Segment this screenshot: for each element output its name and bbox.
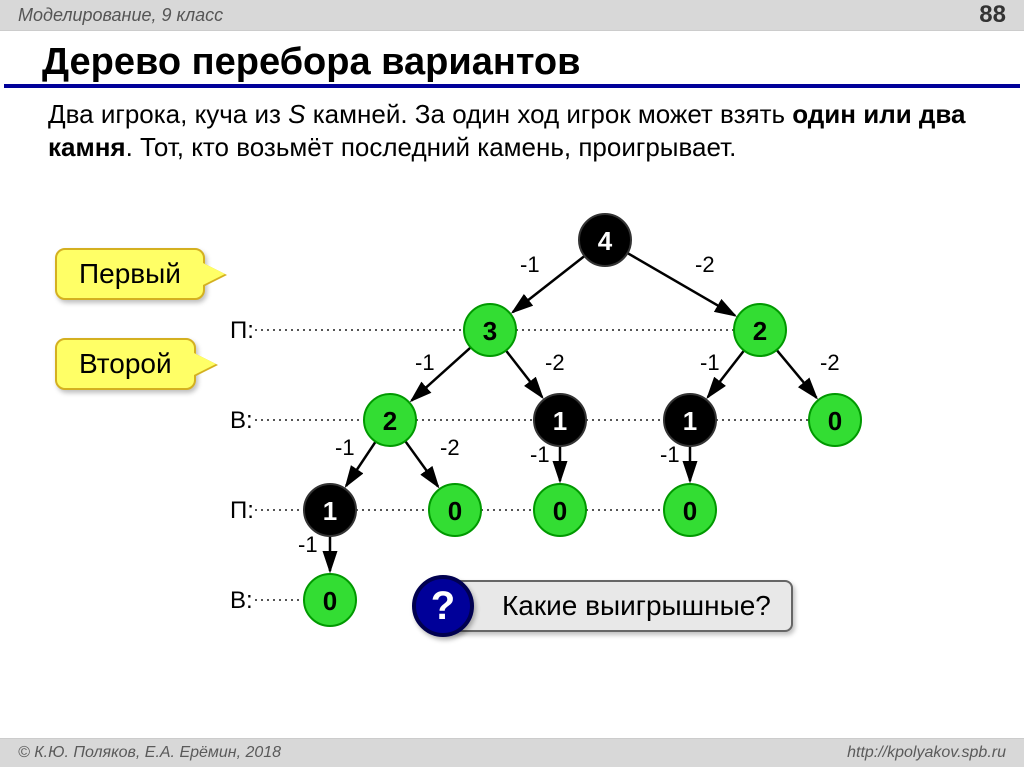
page-number: 88 — [979, 1, 1006, 29]
header-bar: Моделирование, 9 класс 88 — [0, 0, 1024, 31]
footer-bar: © К.Ю. Поляков, Е.А. Ерёмин, 2018 http:/… — [0, 738, 1024, 767]
desc-p1: Два игрока, куча из — [48, 99, 288, 129]
svg-text:3: 3 — [483, 316, 497, 346]
svg-text:-2: -2 — [820, 350, 840, 375]
desc-p3: . Тот, кто возьмёт последний камень, про… — [126, 132, 737, 162]
svg-text:0: 0 — [323, 586, 337, 616]
svg-text:-2: -2 — [695, 252, 715, 277]
svg-text:1: 1 — [553, 406, 567, 436]
svg-text:-1: -1 — [298, 532, 318, 557]
description: Два игрока, куча из S камней. За один хо… — [0, 94, 1024, 163]
svg-text:0: 0 — [553, 496, 567, 526]
svg-text:-1: -1 — [530, 442, 550, 467]
svg-text:4: 4 — [598, 226, 613, 256]
header-subject: Моделирование, 9 класс — [18, 5, 223, 26]
svg-text:-2: -2 — [440, 435, 460, 460]
svg-text:П:: П: — [230, 317, 254, 344]
svg-text:-1: -1 — [660, 442, 680, 467]
slide-title: Дерево перебора вариантов — [4, 31, 1020, 88]
svg-text:2: 2 — [383, 406, 397, 436]
svg-text:2: 2 — [753, 316, 767, 346]
svg-text:В:: В: — [230, 407, 253, 434]
svg-text:-1: -1 — [700, 350, 720, 375]
svg-text:-1: -1 — [335, 435, 355, 460]
svg-text:П:: П: — [230, 497, 254, 524]
svg-text:-1: -1 — [520, 252, 540, 277]
tree-diagram: -1 -2 -1 -2 -1 -2 -1 -2 -1 -1 -1 4 3 2 2 1 1 0 1 0 0 0 0 П: В:… — [0, 200, 1024, 720]
svg-text:1: 1 — [323, 496, 337, 526]
footer-left: © К.Ю. Поляков, Е.А. Ерёмин, 2018 — [18, 744, 281, 762]
desc-p2: камней. За один ход игрок может взять — [306, 99, 793, 129]
svg-text:-2: -2 — [545, 350, 565, 375]
svg-text:0: 0 — [683, 496, 697, 526]
svg-text:0: 0 — [828, 406, 842, 436]
svg-text:1: 1 — [683, 406, 697, 436]
svg-text:0: 0 — [448, 496, 462, 526]
svg-text:В:: В: — [230, 587, 253, 614]
footer-right: http://kpolyakov.spb.ru — [847, 744, 1006, 762]
svg-text:-1: -1 — [415, 350, 435, 375]
desc-s: S — [288, 99, 305, 129]
